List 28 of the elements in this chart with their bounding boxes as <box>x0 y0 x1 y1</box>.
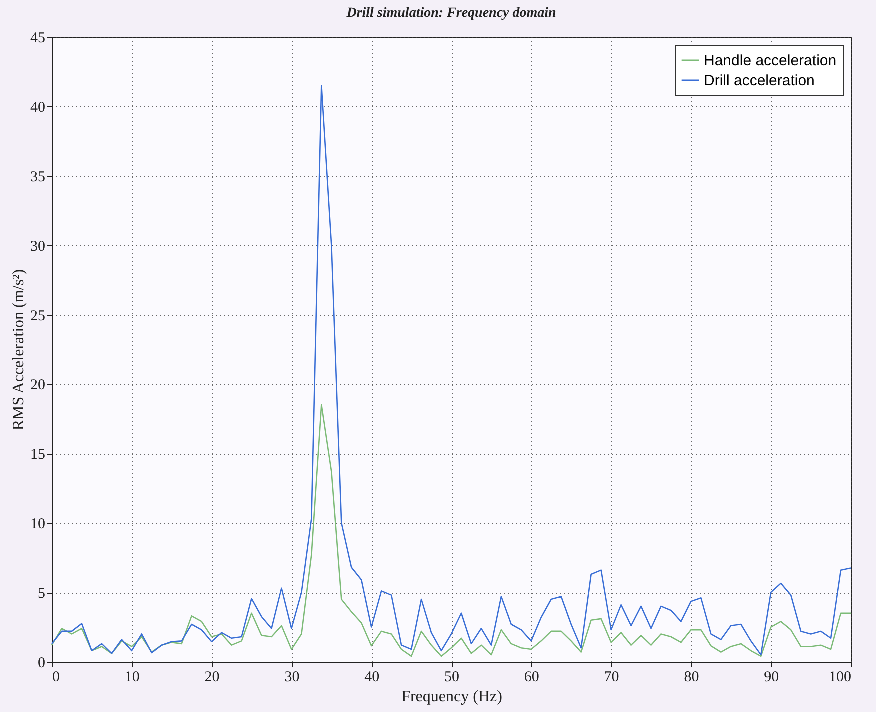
x-axis-title: Frequency (Hz) <box>402 688 502 706</box>
x-tick-label: 10 <box>124 670 140 686</box>
y-tick-label: 20 <box>30 378 46 394</box>
x-tick-label: 70 <box>604 670 620 686</box>
x-tick-label: 0 <box>52 670 60 686</box>
y-tick-label: 5 <box>38 586 46 602</box>
x-tick-label: 90 <box>764 670 780 686</box>
y-tick-label: 10 <box>30 516 46 533</box>
x-tick-label: 100 <box>829 670 852 686</box>
legend-label: Handle acceleration <box>704 52 837 70</box>
y-tick-label: 30 <box>30 238 46 255</box>
chart-title: Drill simulation: Frequency domain <box>346 6 557 21</box>
y-tick-label: 15 <box>30 447 46 464</box>
legend-label: Drill acceleration <box>704 72 815 90</box>
x-tick-label: 30 <box>284 670 300 686</box>
x-tick-label: 80 <box>684 670 700 686</box>
line-series <box>51 84 852 656</box>
x-tick-label: 60 <box>524 670 540 686</box>
y-tick-label: 0 <box>38 656 46 672</box>
y-tick-label: 45 <box>30 30 46 46</box>
x-tick-label: 40 <box>364 670 380 686</box>
y-tick-label: 25 <box>30 308 46 324</box>
y-tick-label: 40 <box>30 100 46 116</box>
x-tick-label: 20 <box>204 670 220 686</box>
line-series <box>51 404 852 658</box>
y-axis-title: RMS Acceleration (m/s²) <box>10 269 28 431</box>
y-tick-label: 35 <box>30 169 46 186</box>
x-tick-label: 50 <box>444 670 460 686</box>
